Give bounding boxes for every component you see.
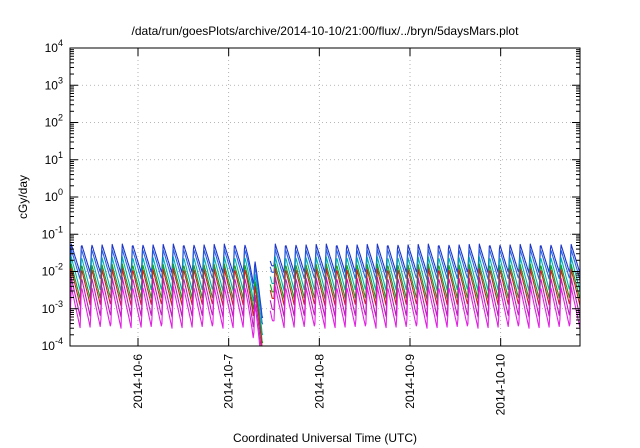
- x-tick-label: 2014-10-7: [222, 354, 236, 409]
- chart-title: /data/run/goesPlots/archive/2014-10-10/2…: [132, 24, 520, 38]
- series-line: [70, 276, 580, 346]
- y-tick-labels: 10-4 10-3 10-2 10-1 100 101 102 103 104: [42, 38, 63, 353]
- series-line: [70, 256, 580, 336]
- y-tick-label: 101: [45, 150, 63, 167]
- series-line: [70, 268, 580, 346]
- y-tick-label: 10-2: [42, 262, 63, 279]
- y-tick-label: 10-4: [42, 336, 63, 353]
- y-tick-label: 10-3: [42, 299, 63, 316]
- y-tick-label: 104: [45, 38, 63, 55]
- y-axis-label: cGy/day: [16, 175, 30, 219]
- series-group: [70, 243, 580, 346]
- series-line: [70, 248, 580, 325]
- ticks: [70, 47, 580, 347]
- y-tick-label: 102: [45, 113, 63, 130]
- x-axis-label: Coordinated Universal Time (UTC): [233, 431, 417, 445]
- y-tick-label: 100: [45, 187, 63, 204]
- series-line: [70, 263, 580, 344]
- x-tick-labels: 2014-10-6 2014-10-7 2014-10-8 2014-10-9 2014…: [131, 354, 508, 416]
- x-tick-label: 2014-10-6: [131, 354, 145, 409]
- series-line: [70, 243, 580, 319]
- y-tick-label: 10-1: [42, 224, 63, 241]
- x-tick-label: 2014-10-9: [403, 354, 417, 409]
- series-line: [70, 285, 580, 346]
- x-tick-label: 2014-10-8: [312, 354, 326, 409]
- x-tick-label: 2014-10-10: [494, 354, 508, 416]
- y-tick-label: 103: [45, 75, 63, 92]
